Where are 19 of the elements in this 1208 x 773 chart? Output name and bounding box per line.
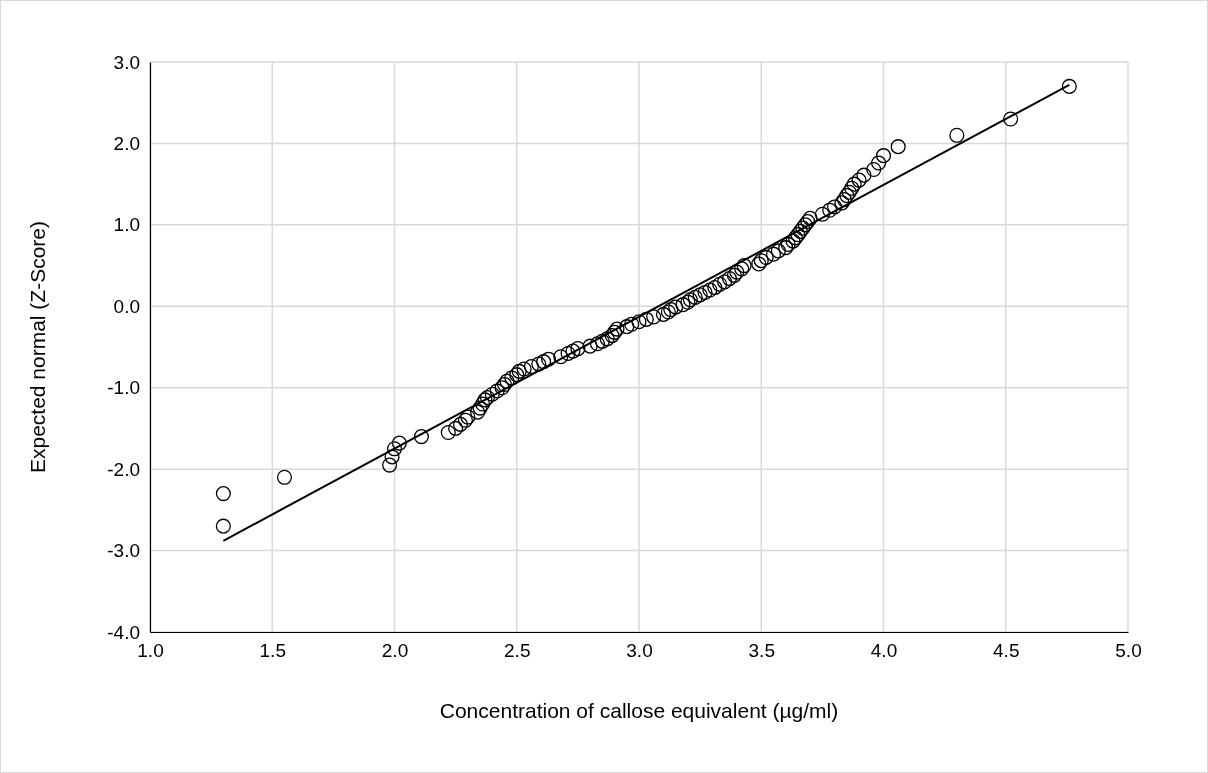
x-tick-label: 2.0	[381, 640, 409, 662]
y-tick-label: -4.0	[107, 621, 140, 643]
y-tick-label: 3.0	[113, 51, 140, 73]
y-tick-label: 1.0	[113, 214, 140, 236]
x-tick-label: 1.5	[259, 640, 286, 662]
x-tick-label: 4.5	[993, 640, 1020, 662]
x-tick-label: 1.0	[137, 640, 164, 662]
y-tick-label: -1.0	[107, 377, 140, 399]
x-tick-label: 4.0	[870, 640, 898, 662]
x-tick-label: 5.0	[1115, 640, 1142, 662]
y-tick-label: -2.0	[107, 458, 140, 480]
x-axis-title: Concentration of callose equivalent (µg/ml)	[439, 699, 839, 722]
x-tick-label: 3.5	[748, 640, 775, 662]
y-tick-label: 0.0	[113, 295, 140, 317]
y-axis-title: Expected normal (Z-Score)	[26, 220, 49, 474]
x-tick-label: 2.5	[504, 640, 531, 662]
y-tick-label: 2.0	[113, 133, 140, 155]
x-tick-label: 3.0	[626, 640, 653, 662]
y-tick-label: -3.0	[107, 540, 140, 562]
